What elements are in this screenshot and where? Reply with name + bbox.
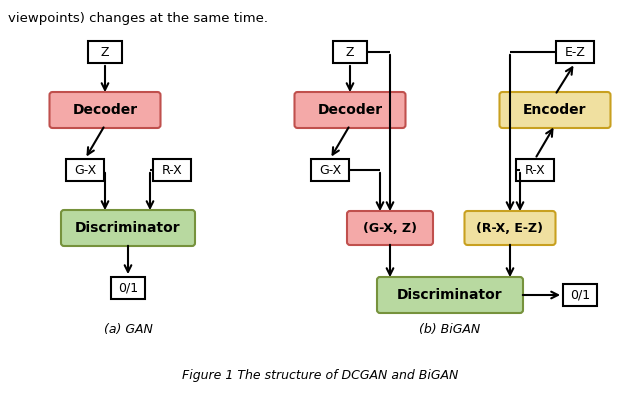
FancyBboxPatch shape xyxy=(465,211,556,245)
Text: Decoder: Decoder xyxy=(317,103,383,117)
FancyBboxPatch shape xyxy=(294,92,406,128)
Text: (a) GAN: (a) GAN xyxy=(104,324,152,337)
FancyBboxPatch shape xyxy=(333,41,367,63)
Text: Decoder: Decoder xyxy=(72,103,138,117)
FancyBboxPatch shape xyxy=(61,210,195,246)
Text: G-X: G-X xyxy=(74,164,96,177)
Text: Encoder: Encoder xyxy=(524,103,587,117)
FancyBboxPatch shape xyxy=(347,211,433,245)
FancyBboxPatch shape xyxy=(556,41,594,63)
Text: (R-X, E-Z): (R-X, E-Z) xyxy=(477,222,543,235)
Text: Figure 1 The structure of DCGAN and BiGAN: Figure 1 The structure of DCGAN and BiGA… xyxy=(182,369,458,382)
Text: R-X: R-X xyxy=(525,164,545,177)
Text: (G-X, Z): (G-X, Z) xyxy=(363,222,417,235)
FancyBboxPatch shape xyxy=(499,92,611,128)
Text: R-X: R-X xyxy=(162,164,182,177)
Text: E-Z: E-Z xyxy=(564,45,586,58)
Text: (b) BiGAN: (b) BiGAN xyxy=(419,324,481,337)
FancyBboxPatch shape xyxy=(563,284,597,306)
FancyBboxPatch shape xyxy=(311,159,349,181)
Text: Discriminator: Discriminator xyxy=(397,288,503,302)
FancyBboxPatch shape xyxy=(88,41,122,63)
FancyBboxPatch shape xyxy=(153,159,191,181)
FancyBboxPatch shape xyxy=(49,92,161,128)
FancyBboxPatch shape xyxy=(377,277,523,313)
Text: G-X: G-X xyxy=(319,164,341,177)
FancyBboxPatch shape xyxy=(66,159,104,181)
FancyBboxPatch shape xyxy=(111,277,145,299)
Text: Z: Z xyxy=(100,45,109,58)
Text: Z: Z xyxy=(346,45,355,58)
Text: 0/1: 0/1 xyxy=(118,282,138,295)
Text: Discriminator: Discriminator xyxy=(75,221,181,235)
Text: viewpoints) changes at the same time.: viewpoints) changes at the same time. xyxy=(8,12,268,25)
FancyBboxPatch shape xyxy=(516,159,554,181)
Text: 0/1: 0/1 xyxy=(570,288,590,301)
